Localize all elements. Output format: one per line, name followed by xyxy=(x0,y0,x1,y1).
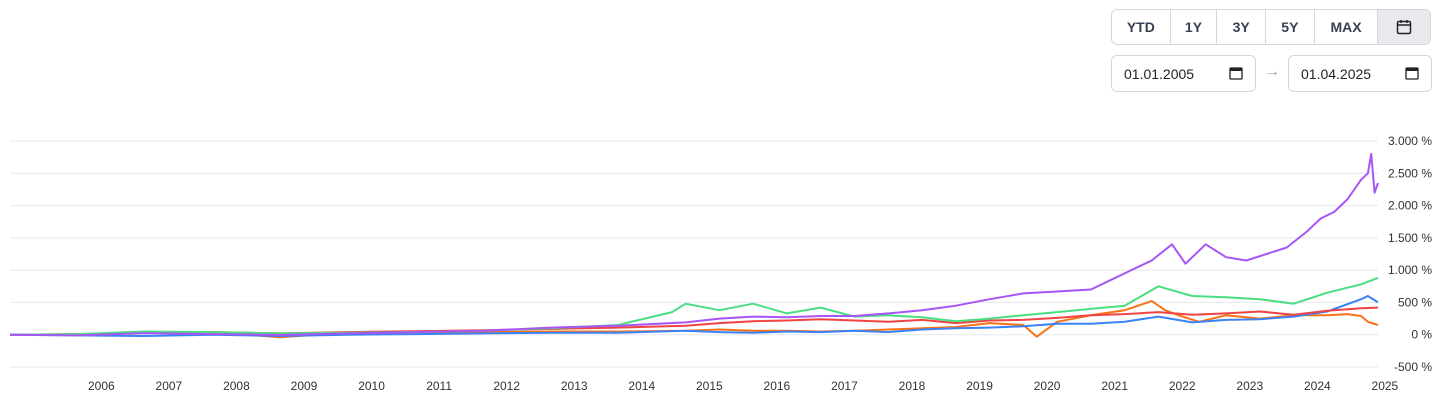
calendar-icon[interactable] xyxy=(1229,66,1243,80)
x-tick-label: 2011 xyxy=(426,379,452,393)
x-tick-label: 2006 xyxy=(88,379,115,393)
x-tick-label: 2019 xyxy=(966,379,993,393)
x-tick-label: 2023 xyxy=(1236,379,1263,393)
range-1y-button[interactable]: 1Y xyxy=(1171,10,1218,44)
y-tick-label: -500 % xyxy=(1394,360,1432,374)
start-date-value: 01.01.2005 xyxy=(1124,65,1195,82)
range-selector: YTD 1Y 3Y 5Y MAX xyxy=(1111,9,1431,45)
calendar-icon xyxy=(1396,20,1412,35)
end-date-input[interactable]: 01.04.2025 xyxy=(1288,55,1432,92)
range-3y-button[interactable]: 3Y xyxy=(1217,10,1267,44)
x-tick-label: 2015 xyxy=(696,379,723,393)
y-tick-label: 1.500 % xyxy=(1388,231,1432,245)
series-line xyxy=(9,276,1379,336)
x-tick-label: 2013 xyxy=(561,379,588,393)
x-tick-label: 2025 xyxy=(1372,379,1399,393)
range-ytd-button[interactable]: YTD xyxy=(1112,10,1171,44)
date-range-arrow: → xyxy=(1264,63,1280,80)
x-tick-label: 2017 xyxy=(831,379,858,393)
y-tick-label: 3.000 % xyxy=(1388,134,1432,148)
series-line xyxy=(9,295,1379,337)
range-5y-button[interactable]: 5Y xyxy=(1266,10,1315,44)
x-tick-label: 2020 xyxy=(1034,379,1061,393)
custom-range-button[interactable] xyxy=(1378,10,1430,44)
x-tick-label: 2007 xyxy=(156,379,183,393)
calendar-icon[interactable] xyxy=(1405,66,1419,80)
x-tick-label: 2021 xyxy=(1101,379,1128,393)
end-date-value: 01.04.2025 xyxy=(1301,65,1372,82)
series-line xyxy=(9,152,1379,337)
x-tick-label: 2008 xyxy=(223,379,250,393)
x-tick-label: 2010 xyxy=(358,379,385,393)
x-tick-label: 2018 xyxy=(899,379,926,393)
x-tick-label: 2014 xyxy=(628,379,655,393)
y-axis: -500 % 0 % 500 % 1.000 % 1.500 % 2.000 % 2.500… xyxy=(1388,134,1432,374)
range-max-button[interactable]: MAX xyxy=(1315,10,1379,44)
start-date-input[interactable]: 01.01.2005 xyxy=(1111,55,1256,92)
y-tick-label: 1.000 % xyxy=(1388,263,1432,277)
y-tick-label: 2.500 % xyxy=(1388,166,1432,180)
x-tick-label: 2022 xyxy=(1169,379,1196,393)
performance-chart: -500 % 0 % 500 % 1.000 % 1.500 % 2.000 % 2.500… xyxy=(9,134,1432,393)
y-tick-label: 2.000 % xyxy=(1388,199,1432,213)
x-axis: 2006 2007 2008 2009 2010 2011 2012 2013 2014 2015… xyxy=(88,379,1399,393)
x-tick-label: 2016 xyxy=(764,379,791,393)
x-tick-label: 2024 xyxy=(1304,379,1331,393)
x-tick-label: 2012 xyxy=(493,379,520,393)
y-tick-label: 0 % xyxy=(1411,328,1432,342)
x-tick-label: 2009 xyxy=(291,379,318,393)
y-tick-label: 500 % xyxy=(1398,295,1432,309)
series-lines xyxy=(9,152,1379,339)
